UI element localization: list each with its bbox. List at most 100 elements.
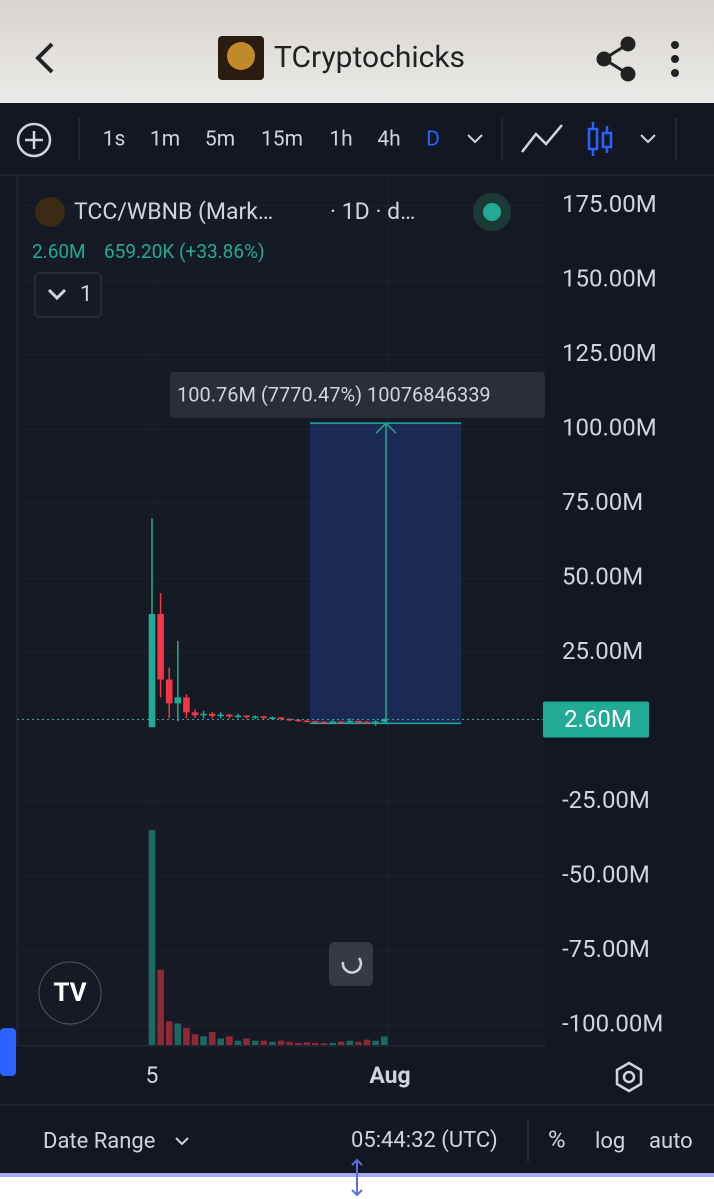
x-tick-label: 5 — [146, 1062, 159, 1089]
volume-bar — [294, 1042, 302, 1045]
candle-body — [200, 713, 207, 716]
volume-bar — [157, 969, 164, 1045]
volume-bar — [303, 1042, 311, 1045]
add-button[interactable] — [16, 122, 52, 158]
y-tick-label: 125.00M — [562, 339, 657, 367]
candle-body — [217, 714, 225, 717]
candle-body — [208, 713, 216, 716]
volume-bar — [183, 1027, 190, 1045]
y-tick-label: -50.00M — [562, 861, 650, 889]
plot-area — [17, 176, 545, 1046]
volume-bar — [277, 1040, 285, 1045]
side-tab[interactable] — [0, 1028, 16, 1076]
avatar-icon — [227, 42, 255, 70]
legend-change: 659.20K (+33.86%) — [104, 240, 265, 263]
candle-body — [183, 697, 190, 713]
volume-bar — [320, 1043, 328, 1045]
volume-bar — [286, 1041, 293, 1045]
interval-button[interactable]: 1m — [150, 128, 180, 152]
log-toggle[interactable]: log — [595, 1129, 625, 1154]
candle-body — [329, 721, 336, 724]
settings-button[interactable] — [615, 1061, 643, 1093]
legend-price: 2.60M — [32, 240, 86, 263]
interval-button[interactable]: 5m — [205, 128, 235, 152]
share-button[interactable] — [596, 36, 636, 82]
symbol-icon — [35, 197, 65, 227]
reset-icon — [341, 957, 363, 974]
last-price-label: 2.60M — [564, 705, 632, 733]
measure-label-bg — [170, 372, 545, 418]
tv-logo-text: TV — [53, 978, 86, 1008]
line-chart-button[interactable] — [521, 124, 563, 153]
reset-button[interactable] — [329, 942, 373, 986]
volume-bar — [329, 1042, 336, 1045]
tv-logo[interactable] — [38, 961, 102, 1025]
candle-body — [260, 716, 268, 718]
candle-body — [372, 721, 379, 724]
candle-body — [277, 717, 285, 719]
indicator-toggle[interactable] — [34, 272, 102, 318]
candle-body — [294, 719, 302, 722]
x-tick-label: Aug — [369, 1062, 410, 1089]
interval-button[interactable]: D — [426, 128, 440, 152]
volume-bar — [174, 1023, 182, 1045]
candle-body — [234, 715, 242, 718]
volume-bar — [165, 1021, 173, 1045]
y-tick-label: -75.00M — [562, 935, 650, 963]
interval-button[interactable]: 4h — [377, 128, 400, 152]
candle-body — [355, 720, 362, 723]
chevron — [47, 288, 67, 301]
add-icon — [25, 131, 43, 149]
candle-body — [380, 719, 388, 722]
volume-bar — [260, 1040, 268, 1045]
interval-button[interactable]: 15m — [261, 128, 303, 152]
volume-bar — [148, 830, 156, 1045]
measure-label: 100.76M (7770.47%) 10076846339 — [177, 382, 491, 406]
interval-button[interactable]: 1s — [103, 128, 126, 152]
y-tick-label: -25.00M — [562, 786, 650, 814]
volume-bar — [217, 1038, 225, 1045]
candle-body — [286, 718, 293, 721]
chart-type-dropdown[interactable] — [640, 134, 656, 144]
volume-bar — [234, 1040, 242, 1045]
interval-dropdown[interactable] — [467, 134, 483, 144]
candle-body — [243, 715, 250, 718]
volume-bar — [312, 1042, 319, 1045]
percent-toggle[interactable]: % — [548, 1125, 566, 1153]
candle-body — [148, 613, 156, 728]
candle-body — [346, 720, 354, 723]
clock: 05:44:32 (UTC) — [351, 1128, 498, 1153]
volume-bar — [337, 1041, 345, 1045]
interval-button[interactable]: 1h — [329, 128, 352, 152]
y-tick-label: 50.00M — [562, 563, 643, 591]
candle-chart-button[interactable] — [587, 122, 613, 156]
y-tick-label: -100.00M — [562, 1009, 663, 1037]
menu-button[interactable] — [671, 41, 679, 77]
volume-bar — [380, 1036, 388, 1045]
measure-arrowhead — [375, 422, 397, 434]
volume-bar — [269, 1041, 276, 1045]
candle-body — [157, 613, 164, 680]
resize-handle — [351, 1158, 363, 1197]
volume-bar — [355, 1041, 362, 1045]
volume-bar — [200, 1036, 207, 1045]
date-range[interactable]: Date Range — [43, 1129, 155, 1154]
volume-bar — [346, 1040, 354, 1045]
last-price-tag — [543, 701, 649, 738]
candle-body — [191, 712, 199, 716]
volume-bar — [363, 1039, 371, 1045]
toolbar — [0, 103, 714, 175]
y-tick-label: 100.00M — [562, 414, 657, 442]
candle-body — [251, 716, 259, 718]
marks — [17, 422, 545, 1045]
y-tick-label: 75.00M — [562, 488, 643, 516]
candle-body — [269, 717, 276, 719]
volume-bar — [226, 1036, 233, 1045]
auto-toggle[interactable]: auto — [649, 1129, 693, 1154]
volume-bar — [243, 1038, 250, 1045]
back-button[interactable] — [35, 42, 54, 74]
status-dot — [483, 203, 501, 221]
candle-body — [312, 721, 319, 723]
y-tick-label: 175.00M — [562, 190, 657, 218]
